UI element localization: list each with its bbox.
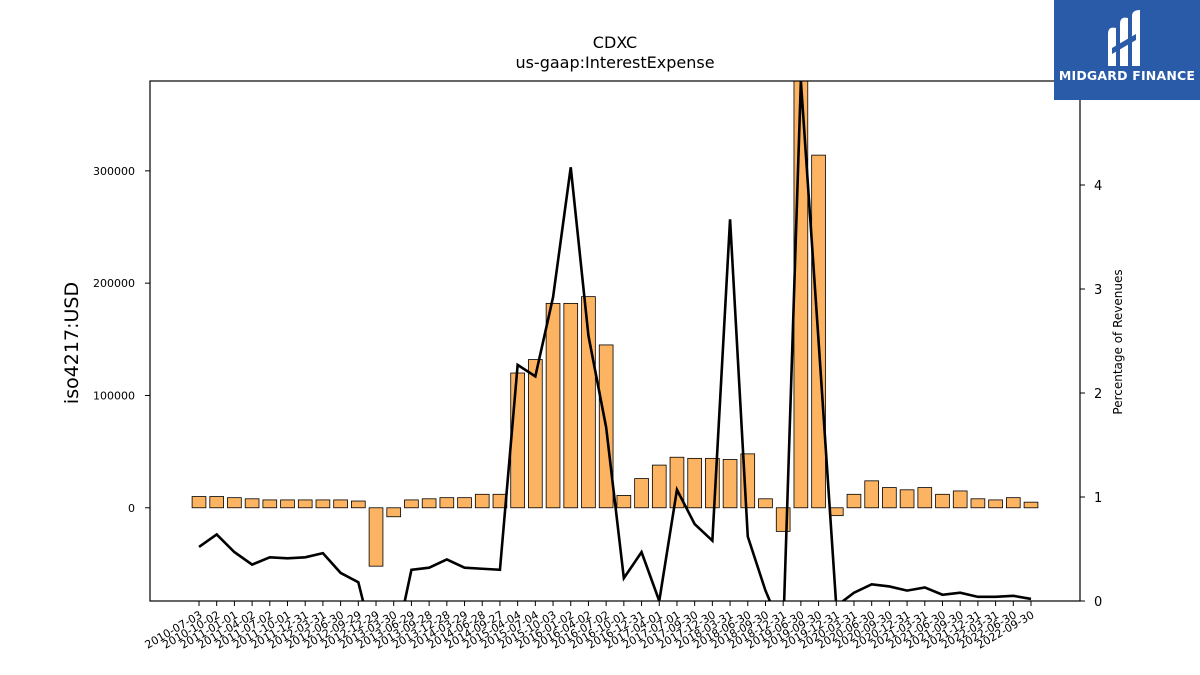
bar bbox=[227, 497, 242, 509]
y-tick-label: 300000 bbox=[93, 165, 135, 178]
y2-tick-label: 1 bbox=[1094, 491, 1102, 506]
bar bbox=[244, 498, 260, 509]
logo-mark-icon bbox=[1108, 10, 1140, 67]
chart-title: CDXC bbox=[593, 33, 637, 52]
bar bbox=[386, 507, 402, 518]
bar bbox=[439, 497, 455, 509]
bar bbox=[404, 499, 419, 509]
bar bbox=[687, 457, 702, 509]
bar bbox=[528, 359, 543, 509]
bar bbox=[952, 490, 968, 509]
logo-text: MIDGARD FINANCE bbox=[1058, 68, 1196, 83]
y-tick-label: 100000 bbox=[93, 389, 135, 402]
brand-logo: MIDGARD FINANCE bbox=[1054, 0, 1200, 100]
y-tick-label: 200000 bbox=[93, 277, 135, 290]
bar bbox=[882, 487, 897, 509]
plot-area: 0100000200000300000012342010-07-032010-1… bbox=[93, 81, 1102, 652]
bar bbox=[474, 493, 490, 509]
bar bbox=[864, 480, 879, 509]
bar bbox=[988, 499, 1003, 509]
y2-tick-label: 4 bbox=[1094, 179, 1102, 194]
y2-tick-label: 0 bbox=[1094, 595, 1102, 610]
bar bbox=[545, 302, 561, 509]
bar bbox=[1023, 501, 1039, 509]
bar bbox=[280, 499, 295, 509]
plot-series-group bbox=[191, 81, 1039, 601]
bar bbox=[651, 464, 667, 509]
bar bbox=[351, 500, 366, 509]
bar bbox=[333, 499, 348, 509]
bar bbox=[191, 496, 207, 509]
bar bbox=[722, 459, 738, 509]
bar bbox=[846, 493, 862, 509]
bar bbox=[970, 498, 986, 509]
bar bbox=[1005, 497, 1021, 509]
y2-tick-label: 2 bbox=[1094, 387, 1102, 402]
bar bbox=[758, 498, 773, 509]
bar bbox=[510, 372, 525, 509]
y-tick-label: 0 bbox=[128, 502, 135, 515]
bar bbox=[368, 507, 384, 567]
bar bbox=[209, 496, 225, 509]
bar bbox=[421, 498, 437, 509]
bar bbox=[634, 478, 649, 509]
bar bbox=[616, 495, 632, 509]
plot-frame bbox=[149, 80, 1081, 602]
bar bbox=[899, 489, 915, 509]
chart-subtitle: us-gaap:InterestExpense bbox=[515, 53, 714, 72]
y2-axis-label: Percentage of Revenues bbox=[1111, 269, 1125, 414]
bar bbox=[563, 302, 579, 509]
y-axis-label: iso4217:USD bbox=[61, 282, 83, 404]
bar bbox=[297, 499, 313, 509]
bar bbox=[262, 499, 278, 509]
bar bbox=[935, 493, 950, 509]
line-series bbox=[198, 81, 1032, 601]
bar bbox=[315, 499, 331, 509]
bar bbox=[457, 497, 472, 509]
y2-tick-label: 3 bbox=[1094, 283, 1102, 298]
bar bbox=[917, 487, 933, 509]
